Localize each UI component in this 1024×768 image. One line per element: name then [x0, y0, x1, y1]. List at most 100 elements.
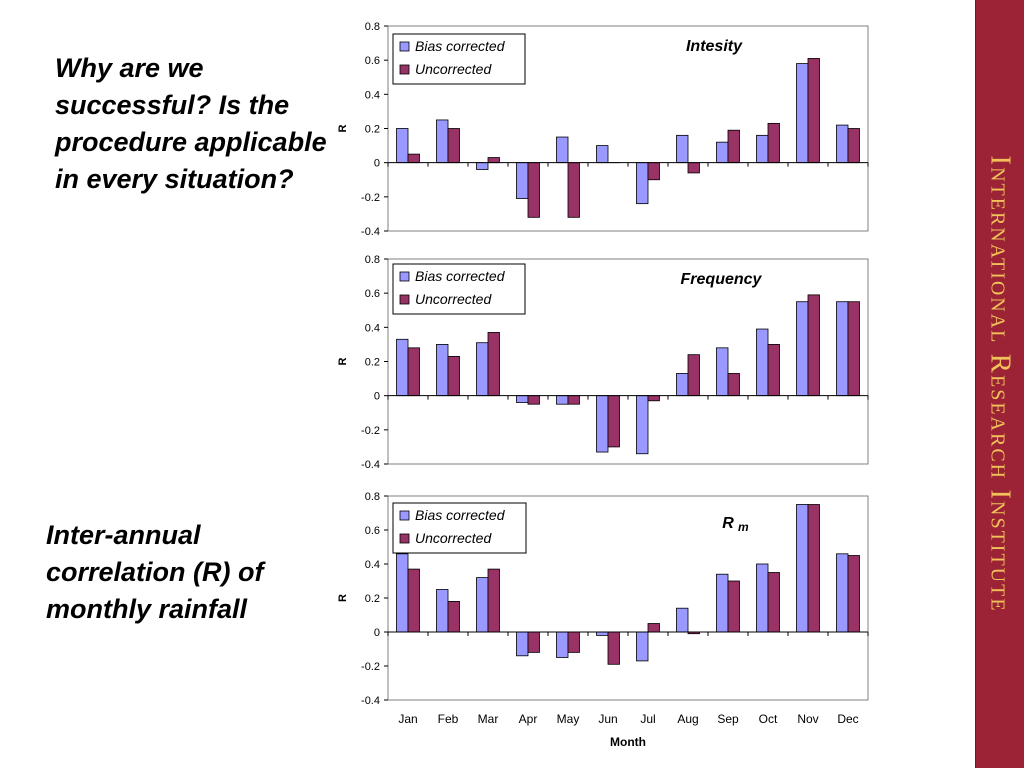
chart1-bar-bias-corrected-jun	[596, 145, 609, 164]
chart3-legend-swatch-uncorrected	[399, 533, 410, 544]
chart2-legend-label-uncorrected: Uncorrected	[415, 291, 492, 307]
chart3-bar-uncorrected-jul	[647, 623, 660, 633]
chart1-y-tick-label: 0.8	[365, 21, 380, 33]
chart1-bar-bias-corrected-dec	[836, 124, 849, 164]
chart1-bar-uncorrected-nov	[807, 58, 820, 164]
chart3-bar-bias-corrected-feb	[436, 589, 449, 633]
chart3-x-axis-label: Month	[610, 735, 646, 749]
chart2-y-tick-label: -0.4	[361, 459, 380, 471]
chart1-bar-uncorrected-apr	[527, 162, 540, 218]
chart3-legend-box	[392, 502, 527, 554]
chart3-x-tick-label: Jan	[398, 712, 417, 726]
chart3-bar-uncorrected-sep	[727, 580, 740, 633]
chart1-bar-bias-corrected-aug	[676, 134, 689, 164]
chart2-bar-bias-corrected-oct	[756, 328, 769, 397]
chart1-y-axis-label: R	[337, 124, 349, 132]
chart1-bar-bias-corrected-feb	[436, 119, 449, 164]
chart3-bar-uncorrected-dec	[847, 555, 860, 633]
chart3-y-axis-label: R	[337, 594, 349, 602]
chart1-bar-bias-corrected-jan	[396, 128, 409, 164]
chart2-legend-swatch-uncorrected	[399, 294, 410, 305]
chart2-bar-uncorrected-mar	[487, 332, 500, 397]
chart3-bar-uncorrected-feb	[447, 601, 460, 633]
chart3-x-tick-label: Aug	[677, 712, 698, 726]
chart2-y-tick-label: 0.4	[365, 322, 380, 334]
chart2-bar-bias-corrected-sep	[716, 347, 729, 397]
institute-name: International Research Institute	[984, 155, 1017, 613]
chart1-bar-bias-corrected-jul	[636, 162, 649, 205]
chart3-y-tick-label: -0.4	[361, 695, 380, 707]
chart3-bar-bias-corrected-nov	[796, 504, 809, 633]
chart2-bar-uncorrected-apr	[527, 395, 540, 405]
chart2-bar-bias-corrected-jun	[596, 395, 609, 453]
chart2-bar-uncorrected-feb	[447, 355, 460, 397]
chart3-bar-bias-corrected-sep	[716, 573, 729, 633]
chart1-legend-swatch-uncorrected	[399, 64, 410, 75]
chart1-y-tick-label: 0.4	[365, 89, 380, 101]
chart2-bar-uncorrected-jun	[607, 395, 620, 448]
chart3-y-tick-label: 0.6	[365, 525, 380, 537]
chart3-bar-bias-corrected-oct	[756, 563, 769, 633]
chart3-x-tick-label: Feb	[438, 712, 459, 726]
chart3-title: R	[722, 515, 734, 532]
chart2-y-tick-label: 0.2	[365, 357, 380, 369]
chart2-bar-bias-corrected-nov	[796, 301, 809, 397]
chart2-bar-bias-corrected-aug	[676, 373, 689, 397]
chart2-bar-bias-corrected-feb	[436, 344, 449, 397]
chart3-bar-uncorrected-may	[567, 631, 580, 653]
chart1-legend-swatch-bias-corrected	[399, 41, 410, 52]
chart2-legend-box	[392, 263, 526, 315]
chart3-bar-bias-corrected-aug	[676, 607, 689, 633]
chart1-bar-uncorrected-aug	[687, 162, 700, 174]
chart3-bar-uncorrected-oct	[767, 572, 780, 633]
chart3-bar-uncorrected-jun	[607, 631, 620, 665]
chart3-x-tick-label: Jun	[598, 712, 617, 726]
chart3-y-tick-label: 0.4	[365, 559, 380, 571]
charts-area: 0.8 0.6 0.4 0.2 0 -0.2 -0.4 R Bias corrected Unco…	[337, 21, 869, 749]
chart3-bar-uncorrected-nov	[807, 504, 820, 633]
chart1-y-tick-label: 0	[374, 158, 380, 170]
chart1-bar-uncorrected-sep	[727, 129, 740, 164]
chart3-x-tick-label: Apr	[519, 712, 538, 726]
chart3-y-tick-label: -0.2	[361, 661, 380, 673]
chart2-bar-uncorrected-dec	[847, 301, 860, 397]
chart1-bar-uncorrected-jul	[647, 162, 660, 181]
chart2-bar-bias-corrected-jan	[396, 338, 409, 397]
chart1-y-tick-label: -0.4	[361, 226, 380, 238]
chart1-bar-bias-corrected-mar	[476, 162, 489, 170]
chart3-bar-bias-corrected-mar	[476, 577, 489, 633]
chart1-legend-box	[392, 33, 526, 85]
chart1-bar-uncorrected-oct	[767, 122, 780, 164]
chart1-legend-label-uncorrected: Uncorrected	[415, 61, 492, 77]
chart2-bar-uncorrected-aug	[687, 354, 700, 397]
chart2-bar-bias-corrected-jul	[636, 395, 649, 455]
chart3-x-tick-label: Mar	[478, 712, 499, 726]
chart3-y-tick-label: 0.2	[365, 593, 380, 605]
chart1-title: Intesity	[686, 38, 743, 55]
chart3-bar-bias-corrected-apr	[516, 631, 529, 657]
chart3-bar-uncorrected-jan	[407, 568, 420, 633]
chart2-bar-bias-corrected-may	[556, 395, 569, 405]
chart3-bar-bias-corrected-may	[556, 631, 569, 658]
chart2-y-tick-label: -0.2	[361, 425, 380, 437]
chart3-bar-bias-corrected-dec	[836, 553, 849, 633]
chart2-bar-bias-corrected-mar	[476, 342, 489, 397]
chart3-bar-uncorrected-mar	[487, 568, 500, 633]
chart3-bar-bias-corrected-jul	[636, 631, 649, 662]
chart2-bar-bias-corrected-apr	[516, 395, 529, 403]
chart2-bar-uncorrected-jan	[407, 347, 420, 397]
chart2-y-tick-label: 0.6	[365, 288, 380, 300]
chart1-y-tick-label: -0.2	[361, 192, 380, 204]
slide-question-text: Why are we successful? Is the procedure …	[55, 53, 327, 194]
chart2-y-axis-label: R	[337, 357, 349, 365]
chart3-x-tick-label: Jul	[640, 712, 655, 726]
chart2-bar-uncorrected-oct	[767, 344, 780, 397]
chart2-bar-uncorrected-nov	[807, 294, 820, 397]
chart1-bar-bias-corrected-may	[556, 136, 569, 164]
chart1-bar-bias-corrected-apr	[516, 162, 529, 199]
chart3-x-tick-label: Oct	[759, 712, 778, 726]
chart3-bar-bias-corrected-jun	[596, 631, 609, 636]
chart1-y-tick-label: 0.6	[365, 55, 380, 67]
chart2-title: Frequency	[681, 271, 763, 288]
chart1-bar-uncorrected-mar	[487, 157, 500, 164]
